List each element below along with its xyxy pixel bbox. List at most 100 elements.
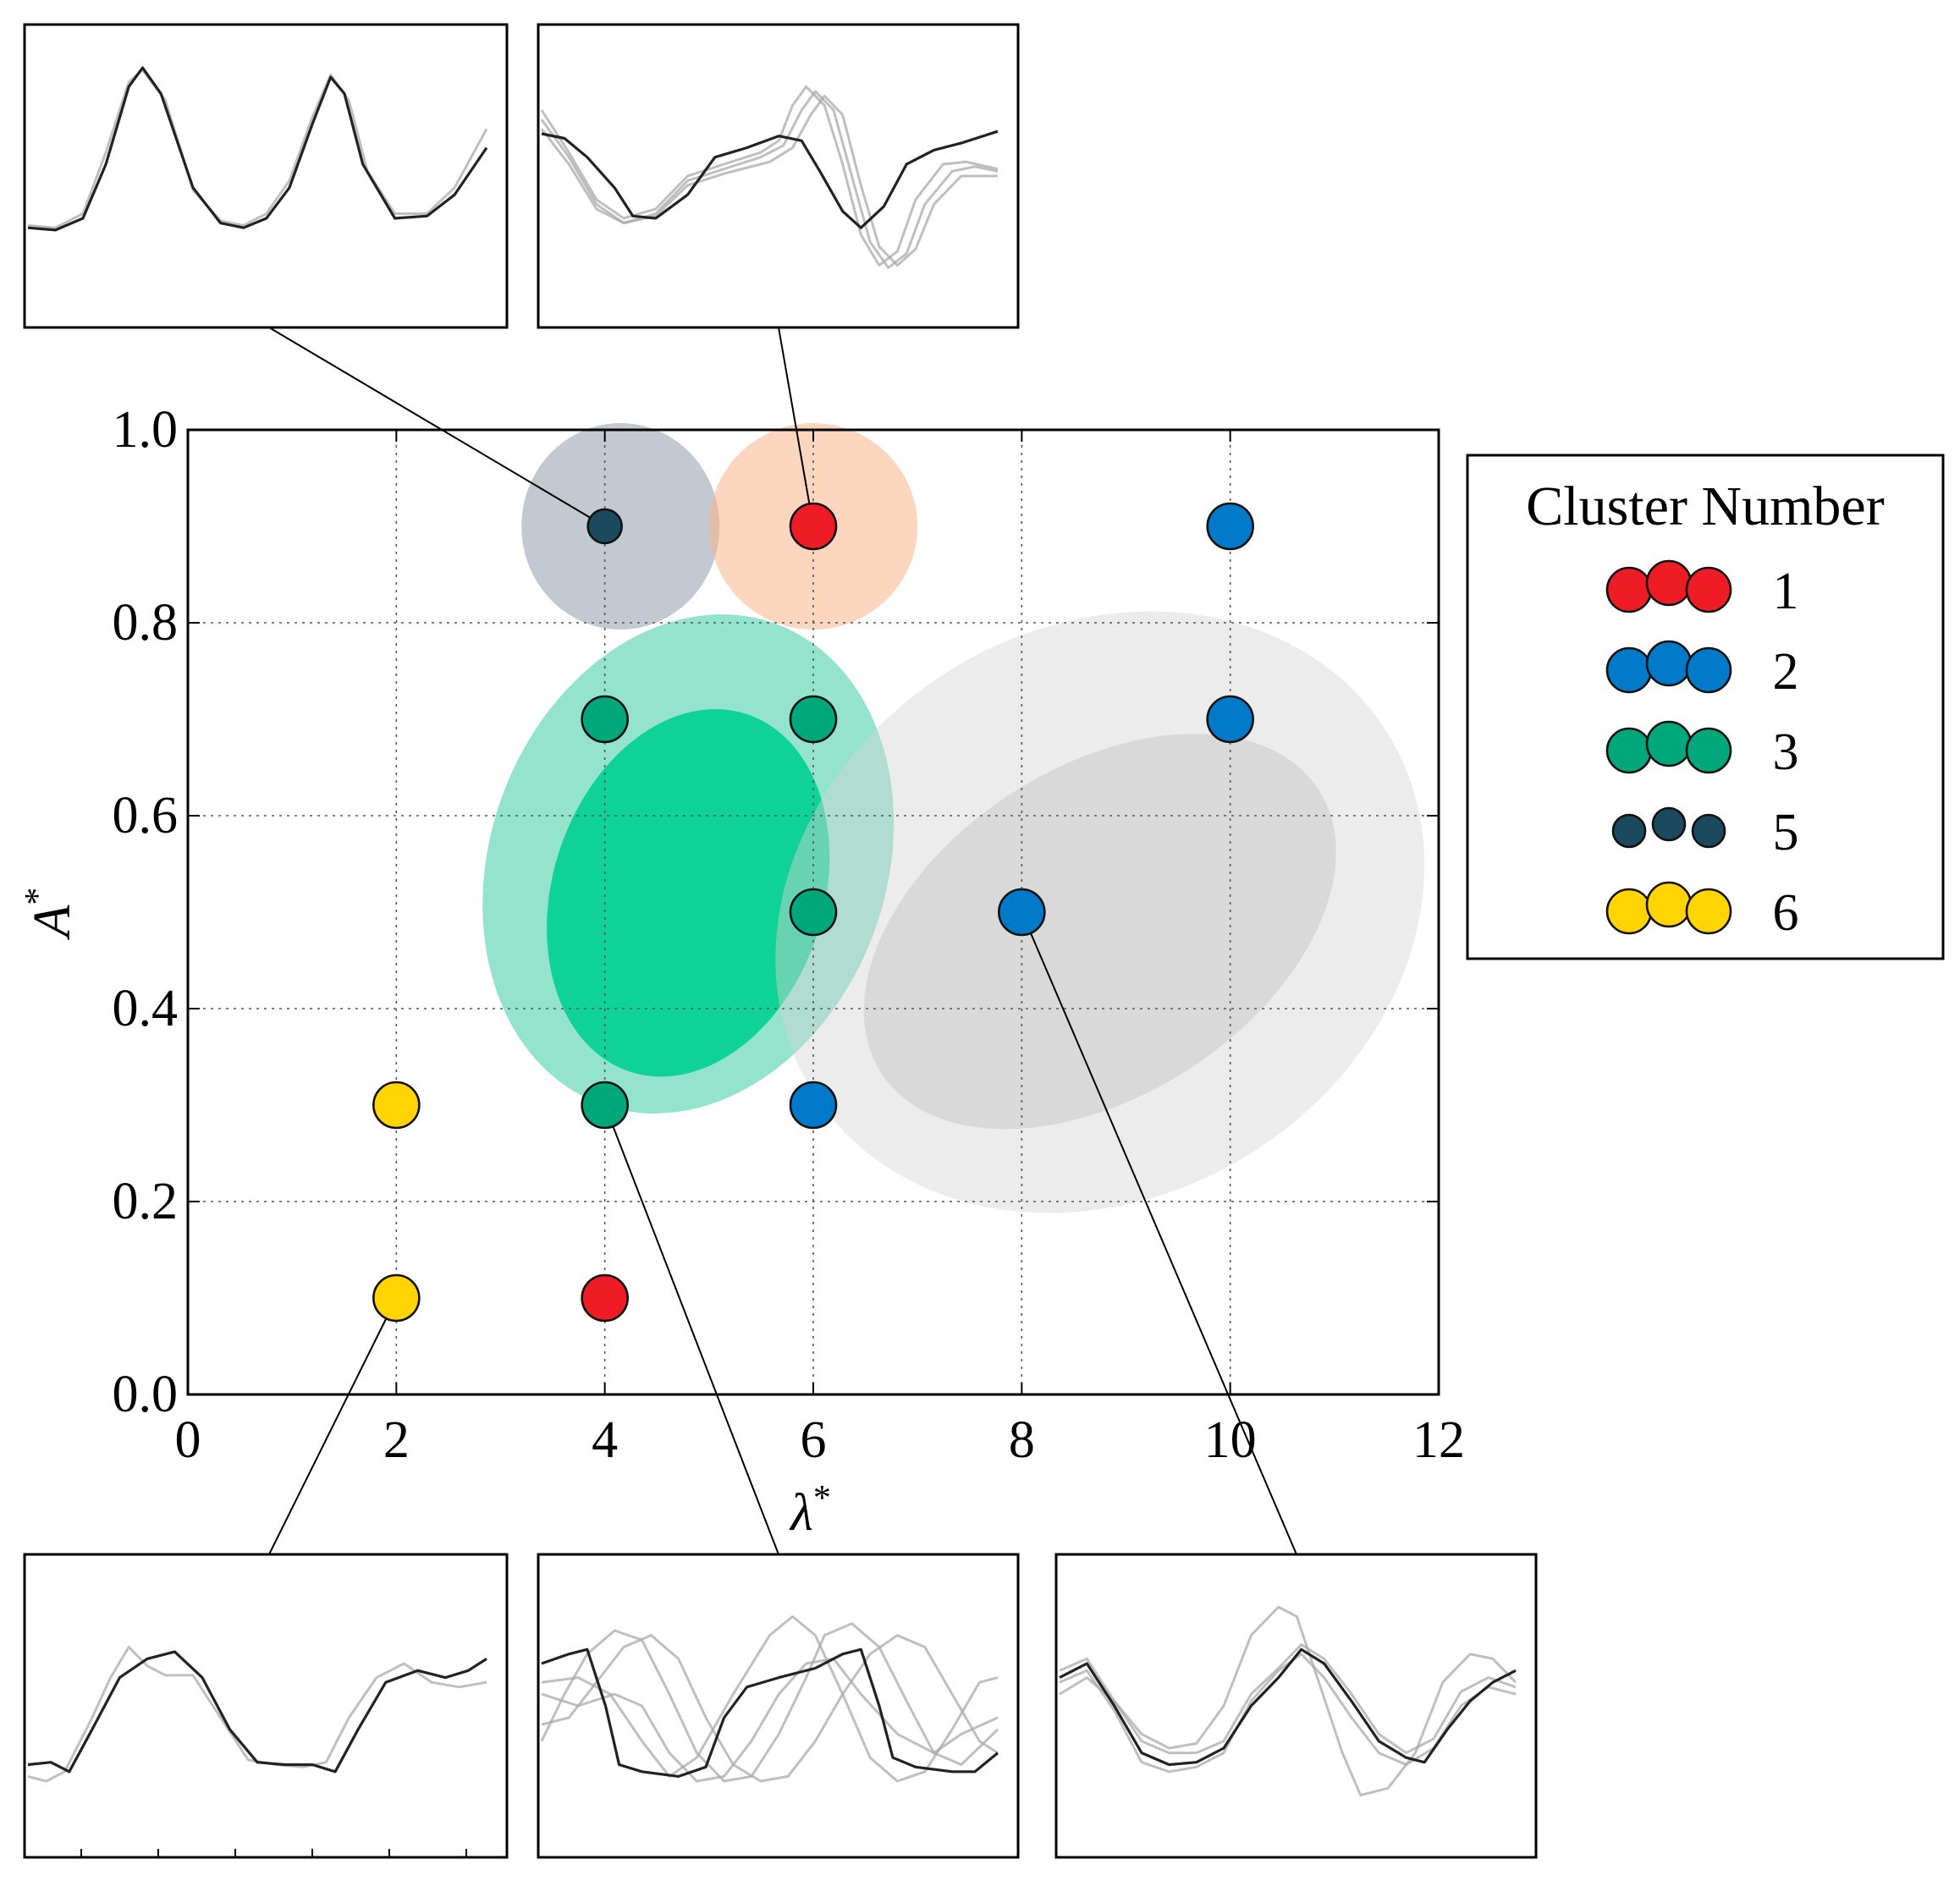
data-points xyxy=(372,502,1254,1323)
inset-bottom-middle-frame xyxy=(537,1553,1020,1859)
legend-marker xyxy=(1605,888,1653,935)
inset-top-right-connector xyxy=(778,327,814,527)
legend-frame xyxy=(1466,454,1945,960)
legend-label: 2 xyxy=(1773,643,1799,701)
inset-top-right-frame xyxy=(537,23,1020,329)
legend-label: 5 xyxy=(1773,804,1799,861)
inset-bottom-middle-trace-light xyxy=(541,1634,999,1783)
axis-ticks: 0 2 4 6 8 10 12 0.0 0.2 0.4 0.6 0.8 1.0 xyxy=(113,401,1466,1469)
legend-marker xyxy=(1685,727,1732,774)
y-tick-label: 0.6 xyxy=(113,787,179,844)
legend-label: 6 xyxy=(1773,884,1799,942)
x-tick-label: 12 xyxy=(1412,1411,1465,1469)
x-tick-label: 8 xyxy=(1009,1411,1035,1469)
x-tick-label: 2 xyxy=(383,1411,410,1469)
legend-marker xyxy=(1685,646,1732,694)
inset-bottom-right-trace-dark xyxy=(1059,1647,1517,1767)
inset-top-right-trace-light xyxy=(540,85,999,267)
inset-bottom-right-connector xyxy=(1021,911,1297,1555)
inset-top-right-trace-dark xyxy=(541,129,999,229)
cluster-2-outer-region xyxy=(775,611,1425,1213)
legend-entry-2: 2 xyxy=(1605,640,1799,701)
data-point-cluster-6 xyxy=(372,1081,421,1130)
inset-top-right-trace-light xyxy=(540,95,998,267)
insets xyxy=(23,23,1538,1859)
legend-marker xyxy=(1645,720,1693,767)
data-point-cluster-3 xyxy=(581,695,629,744)
inset-bottom-right-frame xyxy=(1054,1553,1538,1859)
y-tick-label: 1.0 xyxy=(113,401,179,459)
cluster-regions xyxy=(482,423,1425,1213)
data-point-cluster-2 xyxy=(998,888,1046,937)
y-axis-label: A* xyxy=(19,888,81,941)
inset-bottom-middle-trace-light xyxy=(540,1622,999,1783)
legend-marker xyxy=(1685,566,1732,613)
data-point-cluster-6 xyxy=(372,1273,421,1323)
inset-top-left xyxy=(23,23,509,329)
data-point-cluster-5 xyxy=(586,508,623,545)
x-axis-label-superscript: * xyxy=(813,1479,831,1518)
inset-top-left-connector xyxy=(268,327,606,527)
data-point-cluster-2 xyxy=(1206,502,1254,551)
x-axis-label: λ* xyxy=(789,1479,831,1542)
data-point-cluster-3 xyxy=(789,695,838,744)
legend-entry-5: 5 xyxy=(1611,804,1799,861)
y-axis-label-group: A* xyxy=(19,888,81,941)
y-tick-label: 0.8 xyxy=(113,594,179,652)
legend-marker xyxy=(1605,727,1653,774)
legend-marker xyxy=(1651,806,1687,842)
inset-bottom-middle-connector xyxy=(603,1104,779,1555)
legend-marker xyxy=(1685,888,1732,935)
inset-bottom-middle xyxy=(537,1553,1020,1859)
data-point-cluster-2 xyxy=(1206,695,1254,744)
data-point-cluster-1 xyxy=(581,1273,629,1323)
y-axis-label-text: A xyxy=(24,904,81,940)
inset-bottom-left xyxy=(23,1553,509,1859)
x-tick-label: 4 xyxy=(592,1411,618,1469)
inset-connectors xyxy=(268,327,1297,1555)
x-tick-label: 10 xyxy=(1204,1411,1257,1469)
inset-top-left-frame xyxy=(23,23,509,329)
legend-label: 3 xyxy=(1773,723,1799,781)
inset-top-left-trace-dark xyxy=(27,66,488,232)
legend-marker xyxy=(1605,646,1653,694)
y-tick-label: 0.4 xyxy=(113,980,179,1037)
inset-bottom-middle-trace-light xyxy=(541,1657,999,1783)
data-point-cluster-3 xyxy=(789,888,838,937)
inset-bottom-middle-trace-dark xyxy=(541,1647,999,1778)
x-axis-label-text: λ xyxy=(789,1484,813,1542)
legend-marker xyxy=(1605,566,1653,613)
legend-marker xyxy=(1645,881,1693,928)
y-tick-label: 0.0 xyxy=(113,1366,179,1423)
inset-top-right xyxy=(537,23,1020,329)
inset-bottom-middle-trace-light xyxy=(541,1614,999,1783)
legend: Cluster Number 1 2 3 5 6 xyxy=(1466,454,1945,960)
inset-bottom-right xyxy=(1054,1553,1538,1859)
legend-title: Cluster Number xyxy=(1526,476,1884,537)
legend-entry-6: 6 xyxy=(1605,881,1799,942)
legend-label: 1 xyxy=(1773,563,1799,620)
inset-bottom-left-connector xyxy=(268,1297,398,1555)
data-point-cluster-3 xyxy=(581,1081,629,1130)
cluster-3-inner-region xyxy=(547,709,830,1077)
inset-bottom-left-trace-light xyxy=(27,1646,487,1783)
legend-entries: 1 2 3 5 6 xyxy=(1605,559,1799,942)
legend-marker xyxy=(1691,813,1726,849)
inset-bottom-right-trace-light xyxy=(1059,1643,1517,1755)
legend-marker xyxy=(1611,813,1647,849)
legend-marker xyxy=(1645,559,1693,607)
cluster-2-inner-region xyxy=(863,734,1336,1130)
inset-bottom-right-trace-light xyxy=(1059,1605,1517,1797)
inset-top-left-trace-light xyxy=(27,69,488,229)
data-point-cluster-2 xyxy=(789,1081,838,1130)
legend-entry-1: 1 xyxy=(1605,559,1799,620)
y-tick-label: 0.2 xyxy=(113,1173,179,1230)
x-tick-label: 0 xyxy=(175,1411,201,1469)
data-point-cluster-1 xyxy=(789,502,838,551)
legend-entry-3: 3 xyxy=(1605,720,1799,781)
x-tick-label: 6 xyxy=(801,1411,827,1469)
y-axis-label-superscript: * xyxy=(19,888,58,905)
legend-marker xyxy=(1645,640,1693,687)
inset-bottom-left-trace-dark xyxy=(27,1650,487,1774)
